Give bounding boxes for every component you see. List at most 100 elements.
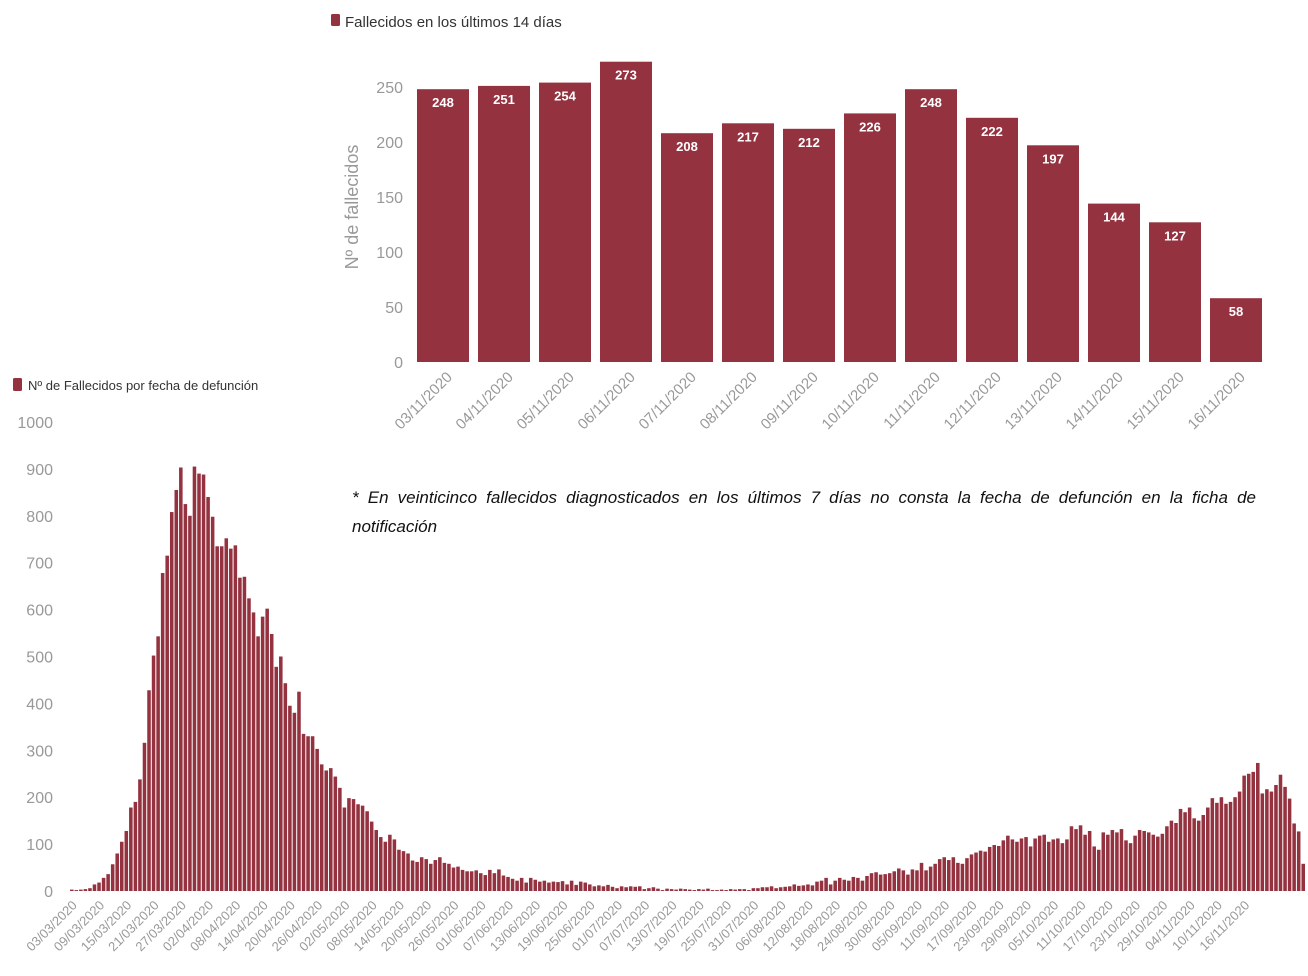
- bottom-bar: [169, 512, 174, 891]
- bottom-bar: [710, 890, 715, 891]
- bottom-bar: [1137, 830, 1142, 891]
- bottom-bar: [601, 886, 606, 891]
- bottom-bar: [1187, 807, 1192, 891]
- bottom-bar: [1233, 797, 1237, 891]
- bottom-bar: [1033, 838, 1037, 891]
- bottom-bar: [238, 577, 242, 891]
- bottom-bar: [492, 873, 497, 891]
- bottom-bar: [883, 874, 887, 891]
- bottom-bar: [569, 880, 574, 891]
- bottom-bar: [969, 854, 974, 891]
- bottom-bar: [1142, 830, 1146, 891]
- bottom-bar: [428, 863, 433, 891]
- bottom-bar: [460, 869, 465, 891]
- top-y-tick-label: 50: [385, 300, 403, 317]
- bottom-bar: [806, 884, 810, 891]
- bottom-bar: [519, 877, 524, 891]
- bottom-bar: [251, 612, 256, 891]
- bottom-bar: [1119, 829, 1124, 891]
- bottom-bar: [1096, 849, 1101, 891]
- bottom-bar: [469, 871, 474, 891]
- bottom-bar: [424, 859, 428, 891]
- bottom-bar: [1092, 846, 1096, 891]
- bottom-bar: [410, 860, 415, 891]
- bottom-bar: [433, 860, 438, 891]
- top-y-axis-label: Nº de fallecidos: [342, 145, 362, 270]
- bottom-bar: [624, 887, 628, 891]
- bottom-bar: [865, 875, 869, 891]
- top-bar: [1088, 203, 1140, 362]
- bottom-bar: [1028, 846, 1033, 891]
- bottom-bar: [1124, 840, 1128, 891]
- bottom-bar: [319, 764, 324, 891]
- bottom-y-tick-label: 900: [26, 462, 53, 479]
- bottom-bar: [1001, 840, 1006, 891]
- bottom-bar: [1237, 791, 1242, 891]
- bottom-bar: [315, 748, 319, 891]
- bottom-bar: [292, 712, 297, 891]
- bottom-bar: [97, 882, 101, 891]
- bottom-bar: [933, 863, 937, 891]
- bottom-bar: [678, 888, 683, 891]
- bottom-bar: [983, 851, 987, 891]
- bottom-bar: [910, 869, 915, 891]
- bottom-bar: [101, 877, 106, 891]
- bottom-bar: [642, 889, 647, 891]
- bottom-bar: [1206, 807, 1210, 891]
- bottom-bar: [70, 889, 74, 891]
- bottom-bar: [283, 683, 288, 891]
- bottom-bar: [815, 881, 819, 891]
- bottom-y-tick-label: 600: [26, 603, 53, 620]
- bottom-bar: [456, 866, 460, 891]
- bottom-bar: [606, 884, 610, 891]
- bottom-bar: [392, 839, 397, 891]
- bottom-bar: [88, 888, 92, 891]
- bottom-bar: [1260, 793, 1265, 891]
- top-y-axis: 0 50 100 150 200 250: [376, 80, 403, 372]
- bottom-bar: [669, 889, 674, 891]
- top-bar-value-label: 248: [920, 95, 942, 110]
- bottom-bar: [547, 882, 551, 891]
- top-bar: [478, 85, 530, 363]
- bottom-bar: [1128, 843, 1133, 891]
- bottom-bar: [987, 846, 992, 891]
- bottom-bar: [1201, 815, 1206, 891]
- bottom-bar: [742, 889, 747, 891]
- bottom-bar: [515, 880, 519, 891]
- top-bar-value-label: 197: [1042, 151, 1064, 166]
- bottom-bar: [356, 804, 360, 891]
- bottom-bar: [874, 872, 878, 891]
- bottom-bar: [897, 868, 901, 891]
- top-bar: [1210, 298, 1262, 362]
- bottom-bar: [447, 863, 451, 891]
- bottom-bar: [1251, 771, 1256, 891]
- bottom-bar: [197, 473, 201, 891]
- bottom-bar: [206, 497, 210, 891]
- bottom-bar: [369, 821, 374, 891]
- bottom-bar: [556, 882, 560, 891]
- bottom-bar: [415, 861, 419, 891]
- top-bar-value-label: 144: [1103, 210, 1125, 225]
- bottom-bar: [660, 890, 665, 891]
- top-bar: [905, 89, 957, 362]
- bottom-bars: [70, 466, 1305, 892]
- bottom-bar: [383, 841, 388, 891]
- bottom-bar: [533, 879, 538, 891]
- bottom-bar: [106, 874, 110, 891]
- bottom-bar: [1269, 791, 1274, 891]
- footnote: * En veinticinco fallecidos diagnosticad…: [352, 488, 1256, 536]
- bottom-bar: [406, 853, 410, 891]
- bottom-bar: [837, 877, 842, 891]
- bottom-y-tick-label: 300: [26, 743, 53, 760]
- bottom-bar: [588, 884, 592, 891]
- bottom-bar: [1151, 834, 1156, 891]
- bottom-bar: [115, 853, 119, 891]
- bottom-bar: [83, 889, 88, 891]
- bottom-bar: [697, 889, 701, 891]
- bottom-bar: [229, 548, 233, 891]
- top-y-tick-label: 200: [376, 135, 403, 152]
- bottom-bar: [524, 882, 528, 891]
- bottom-bar: [279, 656, 283, 891]
- bottom-bar: [124, 830, 129, 891]
- bottom-bar: [219, 546, 224, 891]
